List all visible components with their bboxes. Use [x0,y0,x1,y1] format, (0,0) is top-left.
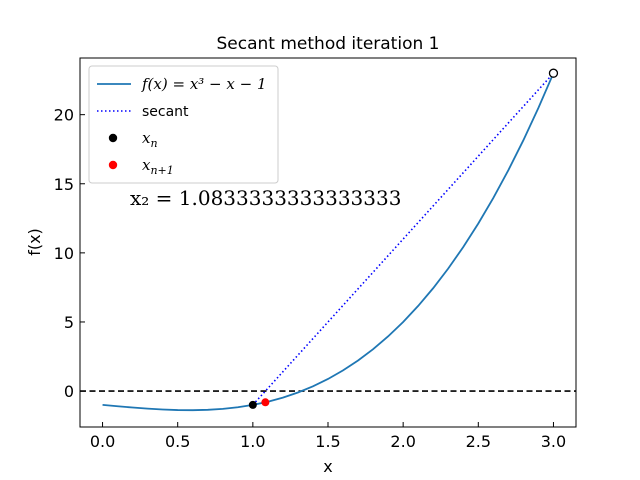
x-tick-label-1: 0.5 [165,432,190,451]
annotation-x2: x₂ = 1.0833333333333333 [130,186,401,210]
x-tick-label-2: 1.0 [240,432,265,451]
x-axis-title: x [323,457,332,476]
y-tick-label-0: 0 [64,382,74,401]
legend-label-xn: xn [142,129,158,150]
legend-label-function: f(x) = x³ − x − 1 [141,75,267,93]
legend: f(x) = x³ − x − 1 secant xn xn+1 [88,65,279,184]
legend-swatch-xn [108,133,118,143]
y-axis-title: f(x) [25,228,44,256]
x-tick-label-5: 2.5 [466,432,491,451]
function-curve [102,72,555,412]
x-tick-label-4: 2.0 [390,432,415,451]
chart-title: Secant method iteration 1 [217,34,440,54]
legend-label-secant: secant [142,104,189,120]
legend-label-xn-base: x [142,129,151,147]
plot-area [79,57,577,428]
y-tick-label-2: 10 [54,244,74,263]
x-tick-label-6: 3.0 [541,432,566,451]
point-2 [548,68,559,78]
series-layer [80,72,576,412]
y-tick-label-3: 15 [54,175,74,194]
x-tick-label-3: 1.5 [315,432,340,451]
y-axis-ticks: 0 5 10 15 20 [54,106,85,401]
y-tick-label-4: 20 [54,106,74,125]
annotation-text: x₂ = 1.0833333333333333 [130,186,401,210]
legend-swatch-xn1 [108,160,118,170]
point-0 [248,400,257,409]
legend-label-xn-sub: n [150,137,157,150]
points-layer [248,68,559,409]
legend-label-xn1: xn+1 [142,156,174,177]
x-tick-label-0: 0.0 [90,432,115,451]
point-1 [261,398,270,407]
legend-label-xn1-base: x [142,156,151,174]
secant-line [252,72,555,406]
legend-box [88,65,279,184]
x-axis-ticks: 0.0 0.5 1.0 1.5 2.0 2.5 3.0 [90,422,566,451]
legend-label-xn1-sub: n+1 [150,164,173,177]
y-tick-label-1: 5 [64,313,74,332]
